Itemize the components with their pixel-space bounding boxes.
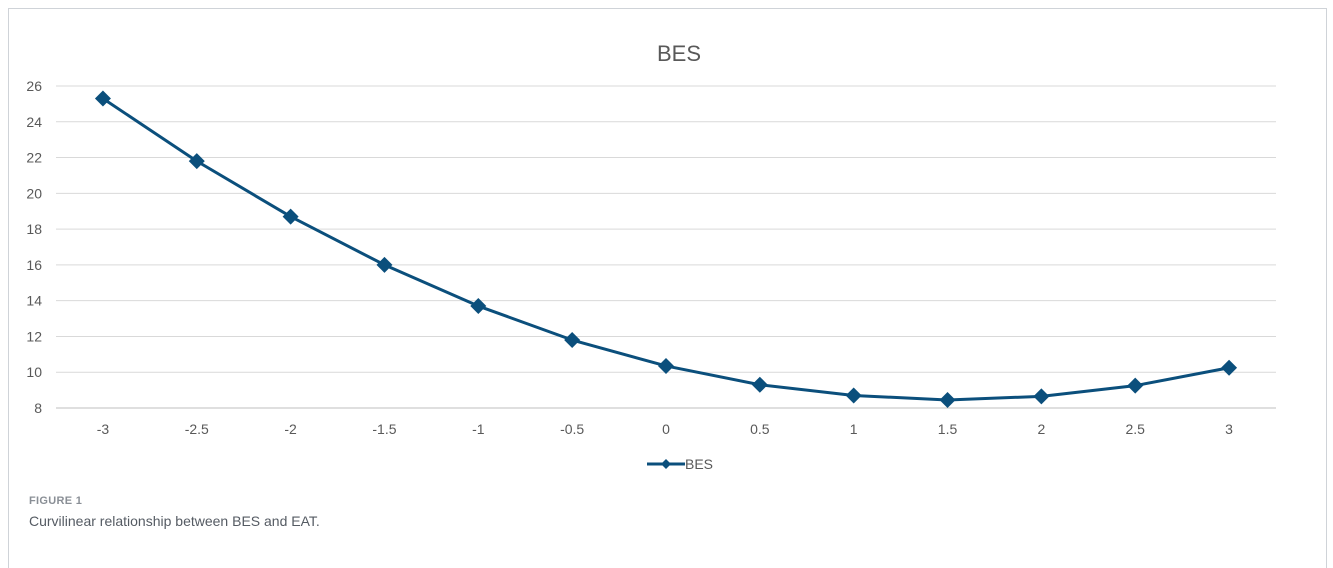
x-axis-ticks: -3 -2.5 -2 -1.5 -1 -0.5 0 0.5 1 1.5 2 2.5 3 [97, 421, 1233, 437]
x-tick-label: -2.5 [185, 421, 209, 437]
y-tick-label: 26 [26, 78, 42, 94]
x-tick-label: -1.5 [372, 421, 396, 437]
y-tick-label: 16 [26, 257, 42, 273]
legend-marker [661, 459, 671, 469]
x-tick-label: 2.5 [1125, 421, 1145, 437]
x-tick-label: -2 [284, 421, 297, 437]
x-tick-label: -3 [97, 421, 110, 437]
data-point-marker [94, 90, 111, 107]
chart-title: BES [657, 41, 701, 66]
legend-label: BES [685, 456, 713, 472]
series-line-bes [102, 97, 1230, 402]
data-point-marker [1033, 388, 1050, 405]
data-point-marker [470, 298, 487, 315]
data-point-marker [282, 208, 299, 225]
x-tick-label: 3 [1225, 421, 1233, 437]
data-point-marker [188, 153, 205, 170]
x-tick-label: 2 [1037, 421, 1045, 437]
x-tick-label: 1.5 [938, 421, 958, 437]
data-point-marker [564, 332, 581, 349]
x-tick-label: 1 [850, 421, 858, 437]
data-point-marker [751, 376, 768, 393]
y-tick-label: 10 [26, 364, 42, 380]
plot-area [94, 90, 1238, 408]
y-tick-label: 20 [26, 185, 42, 201]
y-tick-label: 18 [26, 221, 42, 237]
x-tick-label: -0.5 [560, 421, 584, 437]
x-tick-label: 0.5 [750, 421, 770, 437]
data-point-marker [658, 357, 674, 374]
y-tick-label: 8 [34, 400, 42, 416]
y-tick-label: 14 [26, 293, 42, 309]
data-point-marker [376, 256, 393, 273]
figure-caption: Curvilinear relationship between BES and… [29, 513, 320, 529]
y-tick-label: 12 [26, 328, 42, 344]
figure-label: FIGURE 1 [29, 495, 83, 507]
y-tick-label: 24 [26, 114, 42, 130]
x-tick-label: 0 [662, 421, 670, 437]
data-point-marker [1127, 377, 1144, 394]
data-point-marker [845, 387, 862, 404]
y-axis-ticks: 8 10 12 14 16 18 20 22 24 26 [26, 78, 42, 416]
figure-frame: 8 10 12 14 16 18 20 22 24 26 -3 -2.5 -2 -1.5 -1 -0.5 0 0… [8, 8, 1327, 568]
legend: BES [647, 456, 713, 472]
data-point-marker [939, 391, 956, 408]
y-tick-label: 22 [26, 150, 42, 166]
data-point-marker [1221, 359, 1238, 376]
x-tick-label: -1 [472, 421, 485, 437]
gridlines [56, 85, 1276, 409]
